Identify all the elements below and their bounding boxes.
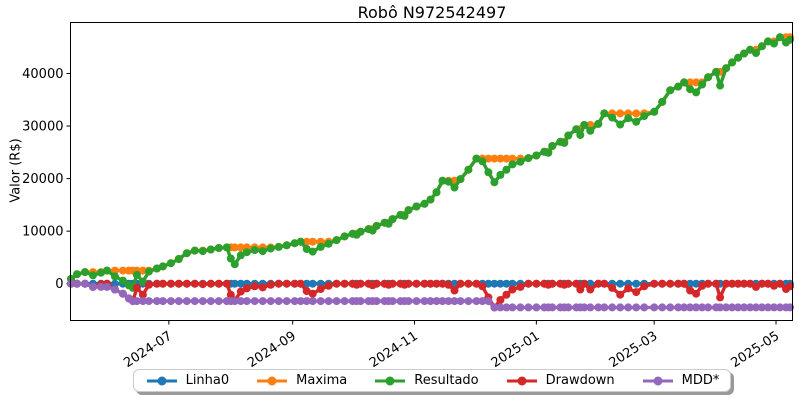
series-resultado <box>67 33 794 292</box>
x-tick-label: 2024-09 <box>245 329 299 371</box>
legend-label-drawdown: Drawdown <box>545 373 615 388</box>
legend-label-maxima: Maxima <box>296 373 348 388</box>
x-tick-label: 2025-03 <box>607 329 661 371</box>
x-tick-label: 2025-01 <box>489 329 543 371</box>
legend-label-resultado: Resultado <box>414 373 479 388</box>
legend-box: Linha0 Maxima Resultado <box>132 369 732 392</box>
legend-label-mdd: MDD* <box>681 373 720 388</box>
series-mdd <box>67 279 794 312</box>
legend-label-linha0: Linha0 <box>185 373 230 388</box>
legend-item-mdd: MDD* <box>641 373 720 388</box>
legend-item-linha0: Linha0 <box>145 373 230 388</box>
x-tick-label: 2024-11 <box>367 329 421 371</box>
x-tick-label: 2024-07 <box>121 329 175 371</box>
plot-border <box>70 22 793 321</box>
drawdown-line-marker-icon <box>506 376 537 385</box>
legend-item-resultado: Resultado <box>373 373 479 388</box>
linha0-line-marker-icon <box>146 376 177 385</box>
y-tick-label: 40000 <box>22 67 63 82</box>
x-axis: 2024-07 2024-09 2024-11 2025-01 2025-03 2025-… <box>121 320 782 371</box>
y-tick-label: 30000 <box>22 120 63 135</box>
y-tick-label: 0 <box>55 277 63 292</box>
resultado-line-marker-icon <box>375 376 406 385</box>
legend-item-maxima: Maxima <box>255 373 347 388</box>
mdd-line-marker-icon <box>642 376 673 385</box>
legend-item-drawdown: Drawdown <box>505 373 615 388</box>
legend: Linha0 Maxima Resultado <box>71 369 793 392</box>
y-axis: 0 10000 20000 30000 40000 <box>22 67 71 292</box>
series-maxima <box>67 33 794 283</box>
chart-title: Robô N972542497 <box>357 3 507 22</box>
x-tick-label: 2025-05 <box>728 329 782 371</box>
y-tick-label: 20000 <box>22 172 63 187</box>
maxima-line-marker-icon <box>257 376 288 385</box>
y-tick-label: 10000 <box>22 225 63 240</box>
